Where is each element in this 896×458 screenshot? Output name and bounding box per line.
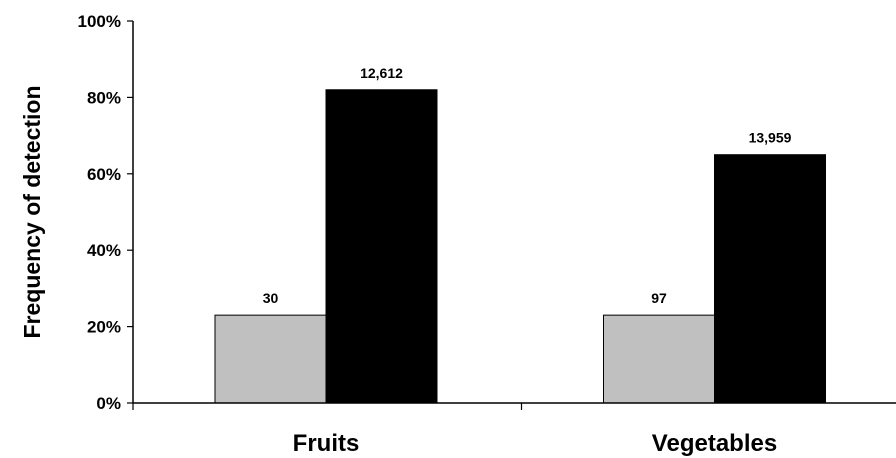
data-label: 13,959 [749,130,792,146]
y-axis-ticks: 0% 20% 40% 60% 80% 100% [78,12,133,413]
data-label: 97 [651,290,667,306]
y-tick-label: 0% [96,394,121,413]
category-label-fruits: Fruits [293,430,360,457]
bar-vegetables-series-2 [714,154,826,404]
data-label: 30 [263,290,279,306]
category-label-vegetables: Vegetables [652,430,777,457]
y-tick-label: 80% [87,88,121,107]
bar-fruits-series-1 [214,314,327,404]
bars [214,89,826,404]
y-axis-title: Frequency of detection [19,85,45,338]
y-tick-label: 20% [87,318,121,337]
y-tick-label: 40% [87,241,121,260]
bar-fruits-series-2 [325,89,438,404]
bar-vegetables-series-1 [603,314,715,404]
data-label: 12,612 [360,65,403,81]
category-labels: Fruits Vegetables [293,430,778,457]
y-tick-label: 100% [78,12,121,31]
axes [132,21,896,410]
y-tick-label: 60% [87,165,121,184]
data-labels: 30 12,612 97 13,959 [263,65,792,306]
